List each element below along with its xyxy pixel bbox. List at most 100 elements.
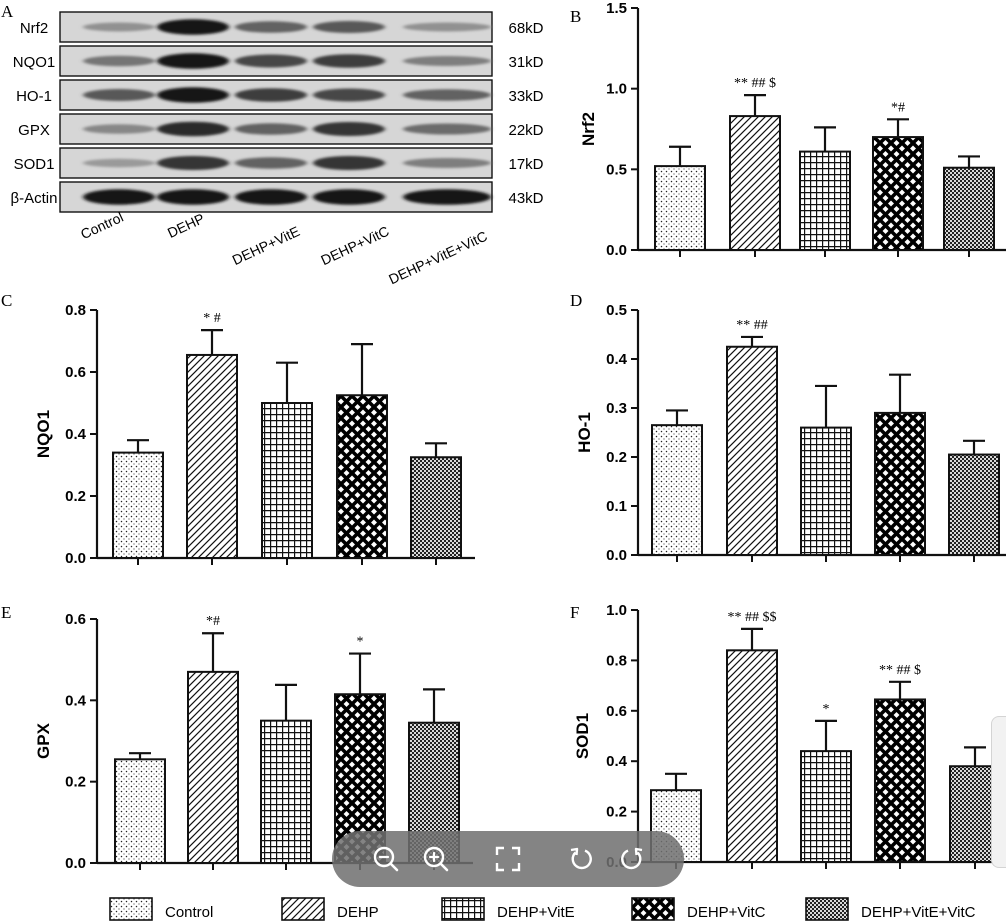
- panel-label-a: A: [1, 2, 14, 21]
- blot-band: [313, 189, 385, 205]
- y-tick-label: 0.2: [606, 449, 627, 466]
- zoom-out-icon: [373, 846, 399, 872]
- blot-band: [235, 54, 307, 68]
- y-axis-label: GPX: [34, 722, 53, 759]
- blot-band: [83, 124, 155, 134]
- legend-label: DEHP+VitE+VitC: [861, 904, 976, 921]
- y-tick-label: 0.4: [65, 692, 87, 709]
- blot-size-label: 33kD: [508, 88, 543, 105]
- blot-lane-label: DEHP: [165, 210, 207, 241]
- zoom-out-button[interactable]: [370, 843, 402, 875]
- bar: [874, 698, 926, 864]
- y-tick-label: 0.4: [606, 753, 628, 770]
- y-tick-label: 1.0: [606, 602, 627, 619]
- y-tick-label: 0.6: [606, 703, 627, 720]
- bar: [726, 345, 778, 556]
- legend-swatch: [631, 897, 675, 921]
- blot-band: [157, 121, 229, 137]
- bar: [800, 426, 852, 557]
- y-tick-label: 0.5: [606, 161, 627, 178]
- legend-swatch: [805, 897, 849, 921]
- panel-label: C: [1, 291, 12, 310]
- significance-marker: * #: [203, 311, 221, 326]
- blot-band: [157, 87, 229, 103]
- bar: [410, 456, 462, 559]
- bar: [726, 649, 778, 863]
- legend-item: Control: [109, 897, 213, 921]
- y-tick-label: 0.6: [65, 611, 86, 628]
- y-tick-label: 0.2: [65, 774, 86, 791]
- legend-label: DEHP+VitE: [497, 904, 575, 921]
- blot-size-label: 17kD: [508, 156, 543, 173]
- y-tick-label: 0.4: [606, 351, 628, 368]
- blot-lane-label: DEHP+VitE: [230, 223, 302, 268]
- y-tick-label: 0.3: [606, 400, 627, 417]
- significance-marker: *: [357, 635, 364, 650]
- significance-marker: ** ##: [736, 318, 768, 333]
- blot-band: [403, 22, 491, 32]
- blot-size-label: 31kD: [508, 54, 543, 71]
- rotate-left-button[interactable]: [565, 843, 597, 875]
- y-axis-label: SOD1: [573, 713, 592, 759]
- y-tick-label: 0.2: [606, 804, 627, 821]
- blot-band: [157, 53, 229, 69]
- legend-item: DEHP+VitE: [441, 897, 575, 921]
- blot-band: [83, 158, 155, 168]
- panel-label: F: [570, 603, 579, 622]
- blot-row: Nrf2 68kD: [20, 11, 544, 43]
- legend-label: Control: [165, 904, 213, 921]
- blot-row: GPX 22kD: [18, 113, 544, 145]
- y-tick-label: 0.5: [606, 302, 627, 319]
- blot-band: [313, 54, 385, 68]
- significance-marker: ** ## $$: [728, 610, 777, 625]
- y-axis-label: Nrf2: [579, 112, 598, 146]
- blot-band: [403, 189, 491, 205]
- zoom-in-button[interactable]: [420, 843, 452, 875]
- blot-band: [83, 89, 155, 101]
- y-tick-label: 0.4: [65, 426, 87, 443]
- blot-lane-label: DEHP+VitC: [318, 223, 391, 268]
- blot-protein-label: GPX: [18, 122, 50, 139]
- y-axis-label: NQO1: [34, 410, 53, 458]
- blot-protein-label: SOD1: [14, 156, 55, 173]
- blot-band: [403, 158, 491, 168]
- blot-protein-label: NQO1: [13, 54, 56, 71]
- chart-panel-d: D HO-1 0.0 0.1 0.2 0.3 0.4 0.5 ** ##: [570, 291, 1006, 564]
- bar: [729, 115, 781, 251]
- chart-panel-b: B Nrf2 0.0 0.5 1.0 1.5 ** ## $ *#: [570, 0, 1006, 259]
- bar: [112, 451, 164, 560]
- blot-size-label: 68kD: [508, 20, 543, 37]
- y-tick-label: 0.6: [65, 364, 86, 381]
- panel-label: D: [570, 291, 582, 310]
- blot-band: [403, 123, 491, 135]
- y-tick-label: 1.0: [606, 81, 627, 98]
- blot-band: [235, 189, 307, 205]
- blot-band: [83, 189, 155, 205]
- blot-band: [313, 122, 385, 136]
- chart-panel-c: C NQO1 0.0 0.2 0.4 0.6 0.8 * #: [1, 291, 475, 567]
- blot-band: [313, 21, 385, 33]
- significance-marker: ** ## $: [879, 663, 921, 678]
- scrollbar-handle[interactable]: [991, 716, 1006, 868]
- y-axis-label: HO-1: [575, 412, 594, 453]
- bar: [114, 758, 166, 864]
- fullscreen-button[interactable]: [492, 843, 524, 875]
- rotate-right-button[interactable]: [616, 843, 648, 875]
- y-tick-label: 1.5: [606, 0, 627, 17]
- chart-legend: Control DEHP DEHP+VitE DEHP+VitC DEHP+VitE+V…: [109, 897, 976, 921]
- blot-band: [235, 21, 307, 33]
- y-tick-label: 0.8: [65, 302, 86, 319]
- bar: [799, 150, 851, 251]
- bar: [654, 165, 706, 252]
- y-tick-label: 0.2: [65, 488, 86, 505]
- significance-marker: *#: [891, 100, 905, 115]
- legend-swatch: [109, 897, 153, 921]
- bar: [651, 424, 703, 556]
- y-tick-label: 0.8: [606, 652, 627, 669]
- blot-row: HO-1 33kD: [16, 79, 544, 111]
- legend-swatch: [281, 897, 325, 921]
- y-tick-label: 0.0: [606, 242, 627, 259]
- blot-band: [403, 89, 491, 101]
